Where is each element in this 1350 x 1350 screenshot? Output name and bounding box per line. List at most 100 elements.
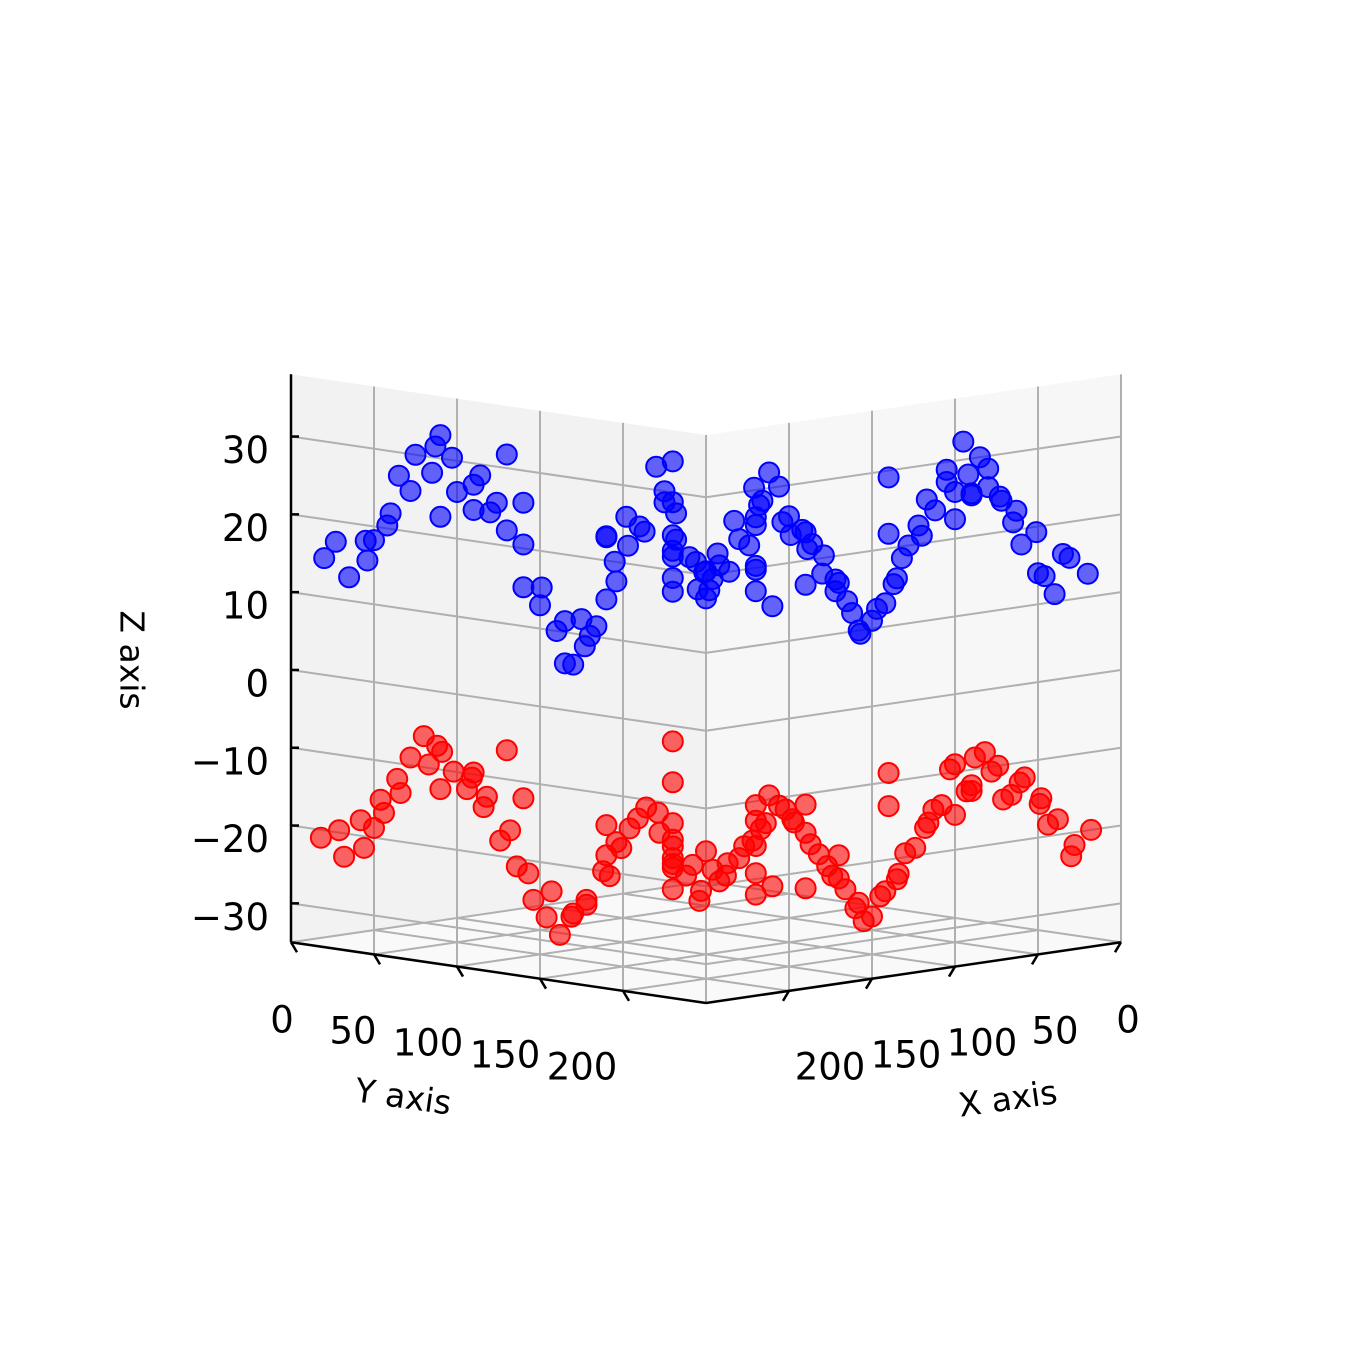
scatter-point [935, 471, 958, 493]
scatter-point [1010, 533, 1033, 556]
scatter-point [706, 542, 729, 565]
scatter-point [617, 534, 639, 557]
scatter-point [517, 862, 540, 885]
x-grid-floor [539, 904, 956, 968]
scatter-point [595, 588, 618, 611]
scatter-point [373, 801, 395, 824]
tick-marks [289, 435, 1123, 1002]
scatter-point [922, 798, 945, 821]
scatter-point [744, 835, 767, 857]
scatter-point [1063, 834, 1086, 856]
y-tick-label: 150 [470, 1034, 541, 1077]
z-grid-left [290, 902, 707, 966]
scatter-point [573, 635, 596, 658]
scatter-point [695, 840, 717, 863]
z-tick-label: −20 [191, 818, 269, 861]
z-tick-label: −30 [191, 896, 269, 939]
scatter-point [907, 514, 930, 537]
scatter-point [771, 511, 794, 534]
scatter-point [309, 826, 332, 849]
scatter-point [1043, 583, 1066, 606]
scatter-point [794, 521, 817, 544]
scatter-point [744, 862, 767, 885]
scatter-point [963, 746, 986, 769]
x-tick-label: 200 [795, 1046, 866, 1089]
y-axis-line [290, 941, 707, 1005]
scatter-point [952, 430, 975, 453]
z-grid-left [290, 668, 707, 732]
scatter-point [595, 814, 618, 837]
axis-lines [289, 374, 1122, 1005]
scatter-point [866, 597, 888, 620]
y-tick [538, 978, 548, 990]
scatter-point [1076, 562, 1099, 585]
scatter-point [376, 514, 399, 537]
scatter-point [495, 739, 518, 762]
scatter-point [485, 491, 508, 514]
scatter-point [957, 463, 980, 486]
scatter-point [442, 760, 465, 783]
y-grid-floor [456, 904, 873, 968]
scatter-point [744, 506, 767, 529]
scatter-point [690, 879, 712, 902]
scatter-point [977, 457, 1000, 480]
y-tick-label: 50 [329, 1010, 376, 1053]
scatter-point [882, 573, 905, 596]
x-tick [1030, 953, 1040, 966]
scatter-point [633, 520, 656, 543]
y-tick-label: 200 [547, 1046, 618, 1089]
scatter-point [944, 508, 966, 531]
scatter-point [598, 865, 621, 888]
z-grid-left [290, 591, 707, 654]
scatter-point [849, 622, 872, 645]
scatter-point [877, 522, 900, 545]
scatter-point [827, 571, 850, 594]
x-tick-label: 100 [947, 1022, 1018, 1065]
scatter-point [522, 888, 545, 911]
y-axis-label: Y axis [352, 1070, 454, 1122]
z-grid-left [290, 746, 707, 810]
scatter-point [404, 443, 427, 466]
scatter-point [960, 484, 983, 507]
scatter-point [744, 554, 767, 577]
z-tick-label: 0 [245, 662, 269, 705]
scatter-point [1033, 565, 1056, 588]
scatter-point [661, 730, 684, 753]
scatter-point [512, 576, 535, 599]
z-grid-right [705, 902, 1122, 966]
scatter-point [540, 880, 563, 903]
scatter-point [794, 793, 817, 816]
y-grid-floor [622, 929, 1039, 992]
scatter-point [605, 570, 628, 593]
x-grid-floor [373, 929, 790, 992]
scatter-point [841, 602, 864, 624]
scatter-point [661, 539, 684, 562]
scatter-point [744, 580, 767, 603]
scatter-point [646, 801, 669, 824]
scatter-point [338, 566, 361, 589]
scatter-point [399, 746, 422, 769]
z-tick-label: −10 [191, 740, 269, 783]
scatter-point [462, 761, 485, 784]
scatter-point [661, 853, 684, 875]
scatter-point [512, 787, 535, 810]
x-tick-label: 0 [1116, 999, 1140, 1042]
y-tick [372, 953, 382, 966]
scatter-point [363, 529, 385, 552]
scatter-point [313, 547, 336, 570]
scatter-point [324, 530, 347, 553]
x-tick [864, 978, 874, 990]
scatter-point [595, 844, 618, 867]
x-tick [1113, 941, 1123, 953]
scatter-point [417, 753, 440, 776]
x-tick-label: 150 [871, 1034, 942, 1077]
z-grid-left [290, 824, 707, 888]
scatter-point [744, 794, 767, 817]
scatter-point [869, 885, 892, 908]
z-tick-label: 30 [222, 429, 269, 472]
scatter-point [794, 573, 817, 596]
scatter-point [431, 740, 454, 763]
scatter-point [890, 547, 913, 570]
scatter-point [626, 807, 649, 830]
scatter-point [716, 852, 739, 875]
